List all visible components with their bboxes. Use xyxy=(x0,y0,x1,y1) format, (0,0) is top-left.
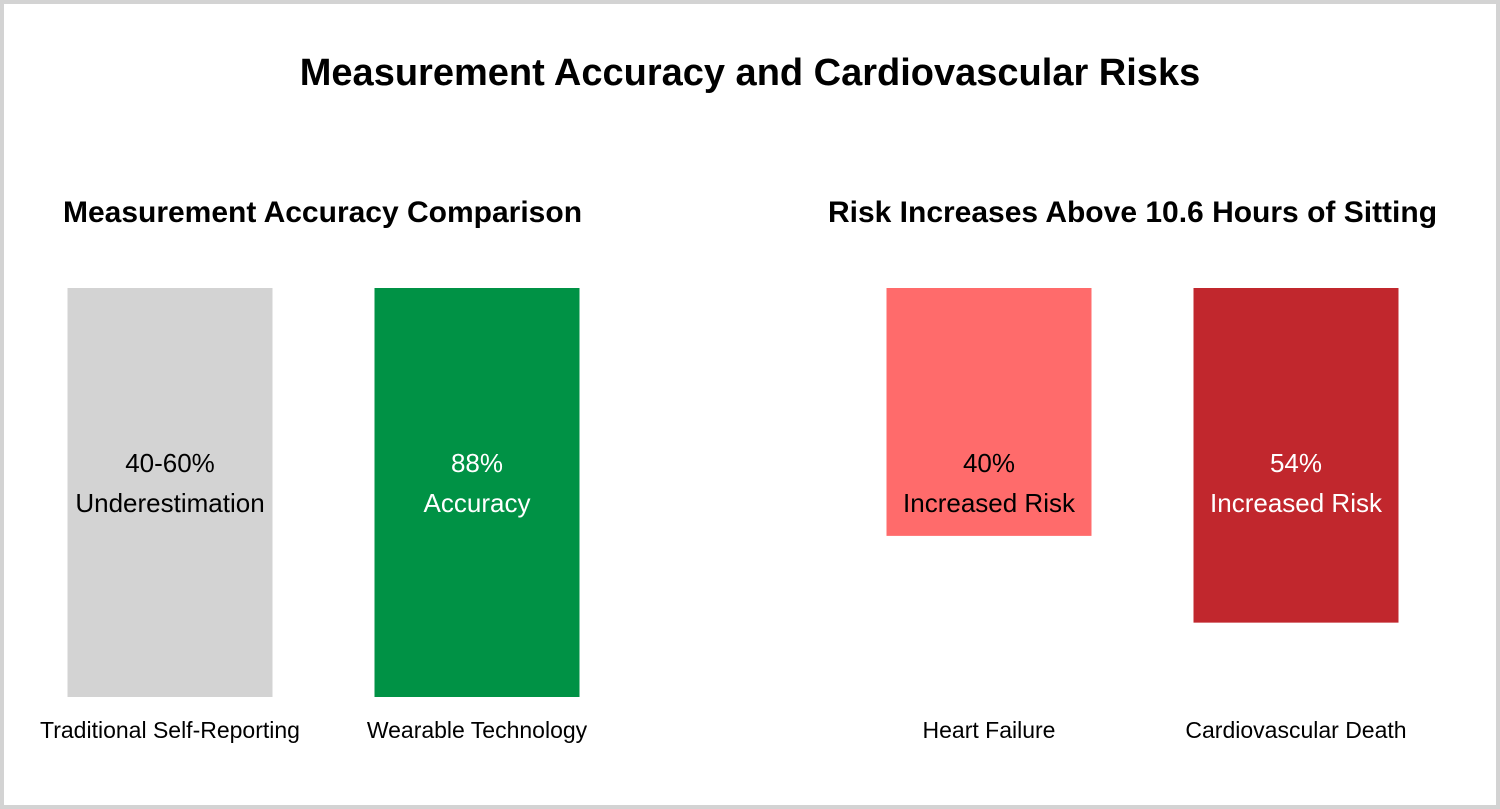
data-label-wearable-technology-line-1: 88% xyxy=(451,448,503,478)
data-label-traditional-self-reporting-line-1: 40-60% xyxy=(125,448,215,478)
category-label-traditional-self-reporting: Traditional Self-Reporting xyxy=(40,717,300,743)
data-label-cardiovascular-death-line-2: Increased Risk xyxy=(1210,488,1383,518)
data-label-heart-failure-line-1: 40% xyxy=(963,448,1015,478)
bar-wearable-technology xyxy=(374,288,580,697)
data-label-cardiovascular-death-line-1: 54% xyxy=(1270,448,1322,478)
risk-panel-title: Risk Increases Above 10.6 Hours of Sitti… xyxy=(827,196,1438,229)
main-title: Measurement Accuracy and Cardiovascular … xyxy=(299,52,1201,94)
category-label-heart-failure: Heart Failure xyxy=(923,717,1056,743)
bar-traditional-self-reporting xyxy=(67,288,273,697)
data-label-heart-failure-line-2: Increased Risk xyxy=(903,488,1076,518)
data-label-traditional-self-reporting-line-2: Underestimation xyxy=(75,488,264,518)
data-label-wearable-technology-line-2: Accuracy xyxy=(424,488,531,518)
bar-heart-failure xyxy=(886,288,1092,536)
category-label-wearable-technology: Wearable Technology xyxy=(367,717,588,743)
accuracy-panel-title: Measurement Accuracy Comparison xyxy=(62,196,583,229)
category-label-cardiovascular-death: Cardiovascular Death xyxy=(1185,717,1406,743)
bar-cardiovascular-death xyxy=(1193,288,1399,623)
